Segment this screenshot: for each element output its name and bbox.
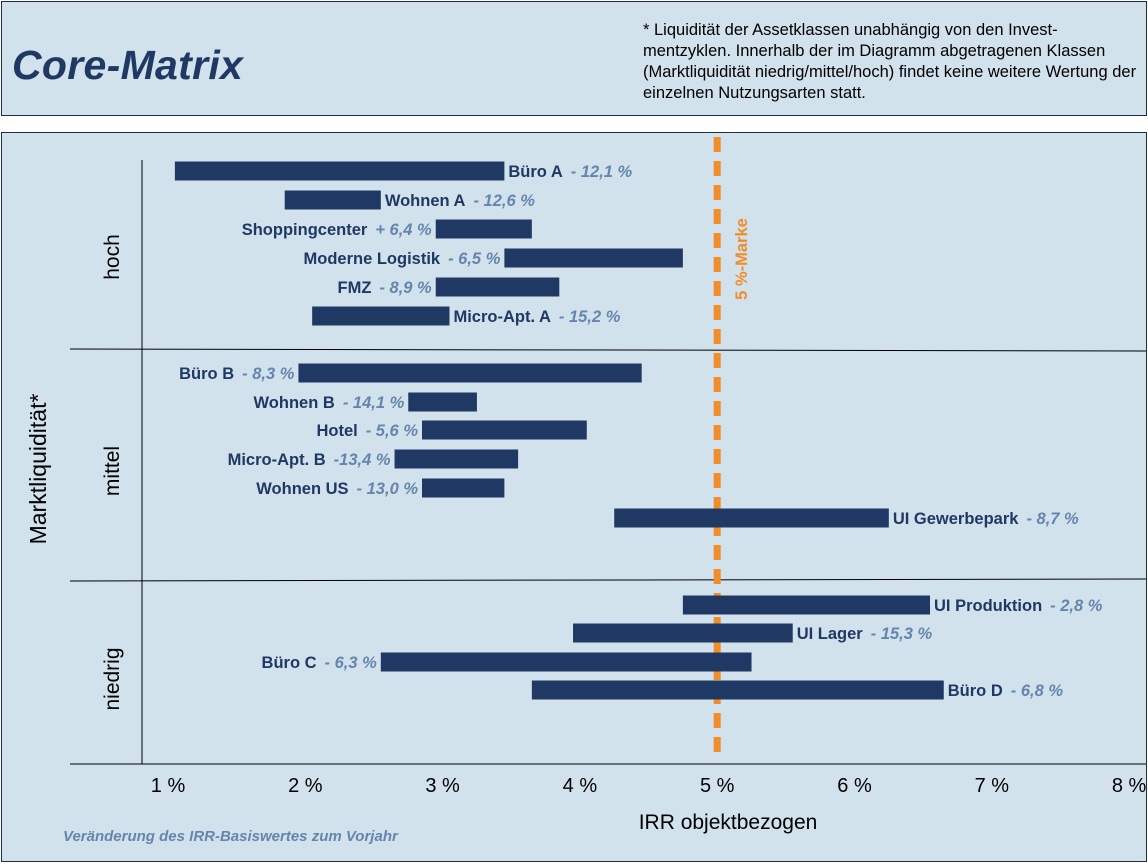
bar-label-buro-c: Büro C- 6,3 % — [262, 654, 378, 672]
bar-fmz — [435, 277, 560, 297]
bar-micro-apt-a — [312, 306, 450, 326]
bar-label-shoppingcenter: Shoppingcenter + 6,4 % — [242, 221, 432, 239]
x-axis-title: IRR objektbezogen — [639, 811, 818, 834]
bar-label-ui-produktion: UI Produktion - 2,8 % — [934, 597, 1103, 615]
bar-buro-a — [174, 161, 505, 181]
bar-buro-d — [531, 680, 944, 700]
bar-label-buro-d: Büro D- 6,8 % — [948, 682, 1064, 700]
page-title: Core-Matrix — [12, 42, 244, 88]
bar-label-wohnen-b: Wohnen B- 14,1 % — [254, 394, 405, 412]
bar-ui-lager — [573, 623, 793, 643]
x-tick-label: 5 % — [700, 775, 735, 797]
group-labels: hoch mittel niedrig — [101, 234, 124, 710]
bar-moderne-logistik — [504, 248, 683, 268]
x-tick-label: 7 % — [975, 775, 1010, 797]
x-tick-label: 4 % — [563, 775, 598, 797]
bar-label-micro-apt-b: Micro-Apt. B -13,4 % — [228, 451, 391, 469]
bar-hotel — [422, 420, 587, 440]
bar-wohnen-b — [408, 392, 477, 412]
x-tick-label: 1 % — [151, 775, 186, 797]
bar-label-moderne-logistik: Moderne Logistik - 6,5 % — [304, 250, 501, 268]
reference-line-label: 5 %-Marke — [733, 218, 751, 300]
x-tick-label: 2 % — [288, 775, 323, 797]
bar-shoppingcenter — [435, 219, 532, 239]
x-ticks-group: 1 % 2 % 3 % 4 % 5 % 6 % 7 % 8 % — [151, 775, 1146, 797]
x-tick-label: 3 % — [425, 775, 460, 797]
bar-label-buro-a: Büro A- 12,1 % — [508, 163, 632, 181]
bar-label-wohnen-us: Wohnen US - 13,0 % — [256, 480, 418, 498]
group-divider-hoch-mittel — [69, 348, 1146, 352]
footnote: * Liquidität der Assetklassen unabhängig… — [643, 21, 1137, 102]
chart-subtitle: Veränderung des IRR-Basiswertes zum Vorj… — [63, 828, 399, 845]
bar-buro-c — [380, 652, 752, 672]
group-label-hoch: hoch — [101, 234, 124, 280]
group-label-mittel: mittel — [101, 446, 124, 496]
bar-label-ui-lager: UI Lager - 15,3 % — [797, 625, 933, 643]
bar-label-fmz: FMZ - 8,9 % — [338, 279, 433, 297]
bar-label-micro-apt-a: Micro-Apt. A- 15,2 % — [453, 308, 620, 326]
x-tick-label: 8 % — [1112, 775, 1146, 797]
bar-label-buro-b: Büro B- 8,3 % — [179, 365, 295, 383]
bar-label-hotel: Hotel - 5,6 % — [316, 422, 418, 440]
header-panel: Core-Matrix * Liquidität der Assetklasse… — [1, 1, 1147, 116]
bar-micro-apt-b — [394, 449, 519, 469]
y-axis-title: Marktliquidität* — [25, 394, 51, 545]
bar-ui-produktion — [682, 595, 931, 615]
chart-panel: 5 %-Marke Büro A- 12,1 % Wohnen A- 12,6 %… — [1, 132, 1147, 862]
group-divider-mittel-niedrig — [69, 578, 1146, 582]
chart-grid — [69, 160, 1146, 765]
bar-wohnen-a — [284, 190, 381, 210]
group-label-niedrig: niedrig — [101, 647, 124, 710]
x-tick-label: 6 % — [837, 775, 872, 797]
bar-buro-b — [298, 363, 642, 383]
bar-ui-gewerbepark — [614, 508, 889, 528]
bar-wohnen-us — [422, 478, 505, 498]
bars-group: Büro A- 12,1 % Wohnen A- 12,6 % Shoppingce… — [174, 161, 1103, 700]
bar-label-ui-gewerbepark: UI Gewerbepark - 8,7 % — [893, 510, 1079, 528]
bar-label-wohnen-a: Wohnen A- 12,6 % — [385, 192, 535, 210]
chart: 5 %-Marke Büro A- 12,1 % Wohnen A- 12,6 %… — [25, 137, 1146, 845]
